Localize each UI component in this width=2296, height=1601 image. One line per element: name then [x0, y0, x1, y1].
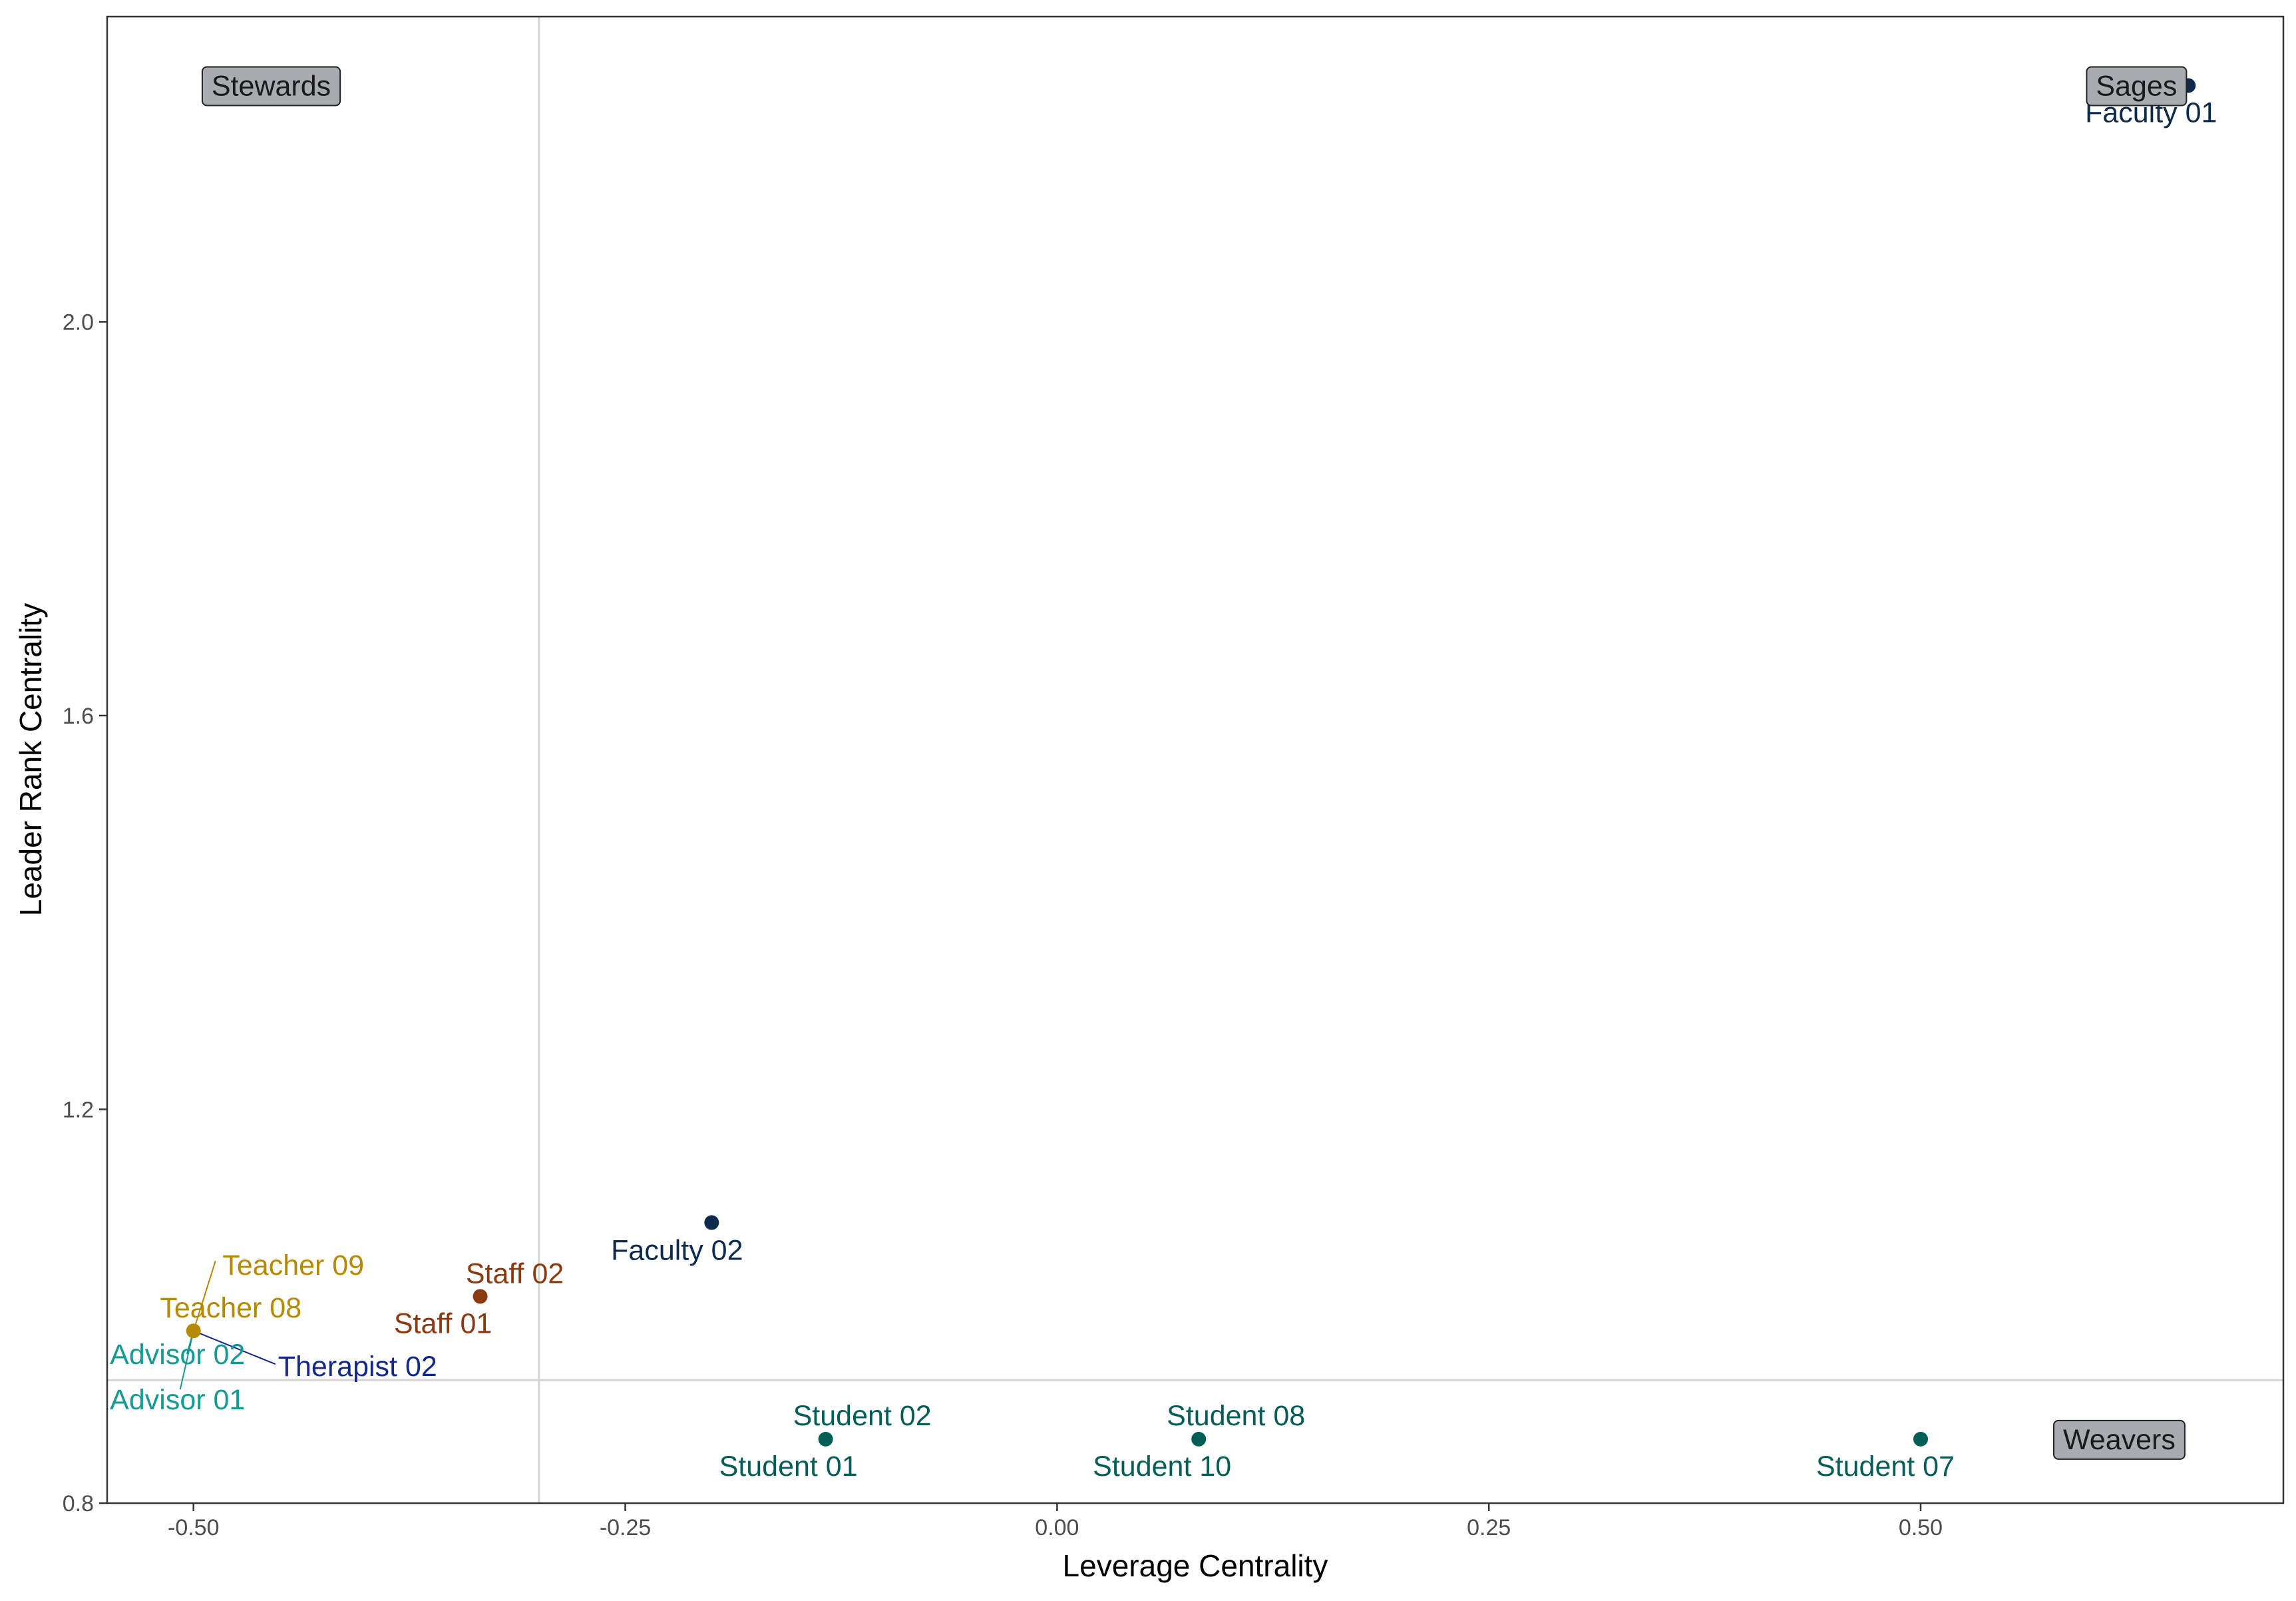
- x-axis-title: Leverage Centrality: [1063, 1548, 1328, 1583]
- data-point-student-08: [1191, 1431, 1207, 1447]
- plot-panel-border: [106, 15, 2285, 1504]
- x-tick-label: 0.50: [1899, 1515, 1943, 1540]
- axes: -0.50 -0.25 0.00 0.25 0.50 0.8 1.2 1.6 2.0: [63, 310, 1943, 1540]
- point-label-teacher-09: Teacher 09: [222, 1250, 364, 1281]
- quadrant-label-weavers: Weavers: [2053, 1419, 2186, 1460]
- quadrant-label-box: [2053, 1419, 2186, 1460]
- quadrant-label-text: Weavers: [2063, 1424, 2176, 1456]
- point-label-student-07: Student 07: [1816, 1451, 1955, 1483]
- data-point-teacher-08: [186, 1323, 201, 1339]
- x-tick-label: 0.00: [1035, 1515, 1079, 1540]
- y-tick-label: 1.2: [63, 1097, 94, 1122]
- point-label-staff-01: Staff 01: [394, 1307, 492, 1339]
- data-point-staff-01: [473, 1289, 488, 1304]
- data-point-student-01: [818, 1431, 833, 1447]
- point-label-student-02: Student 02: [793, 1400, 932, 1432]
- data-point-student-07: [1913, 1431, 1928, 1447]
- point-label-student-01: Student 01: [719, 1451, 858, 1483]
- quadrant-label-box: [201, 66, 341, 107]
- quadrant-label-stewards: Stewards: [201, 66, 341, 107]
- y-axis-title: Leader Rank Centrality: [13, 603, 48, 916]
- point-label-advisor-02: Advisor 02: [110, 1339, 245, 1371]
- point-label-faculty-02: Faculty 02: [611, 1235, 743, 1267]
- point-label-staff-02: Staff 02: [466, 1258, 564, 1289]
- point-label-therapist-02: Therapist 02: [278, 1351, 437, 1383]
- label-connector-teacher-09: [192, 1260, 216, 1331]
- y-tick-label: 0.8: [63, 1491, 94, 1516]
- y-tick-label: 1.6: [63, 704, 94, 729]
- quadrant-labels: Stewards Sages Weavers: [201, 66, 2188, 1460]
- quadrant-label-sages: Sages: [2086, 66, 2188, 107]
- quadrant-label-text: Stewards: [212, 71, 331, 103]
- x-tick-label: 0.25: [1467, 1515, 1511, 1540]
- quadrant-label-text: Sages: [2096, 71, 2177, 103]
- label-connectors: [179, 1260, 276, 1390]
- x-tick-label: -0.25: [600, 1515, 652, 1540]
- point-label-student-10: Student 10: [1093, 1451, 1231, 1483]
- y-tick-label: 2.0: [63, 310, 94, 335]
- point-label-student-08: Student 08: [1167, 1400, 1305, 1432]
- point-label-advisor-01: Advisor 01: [110, 1384, 245, 1416]
- data-point-faculty-02: [704, 1215, 719, 1230]
- label-connector-therapist-02: [193, 1330, 276, 1365]
- x-tick-label: -0.50: [168, 1515, 220, 1540]
- reference-lines: [107, 17, 2283, 1503]
- quadrant-label-box: [2086, 66, 2188, 107]
- point-label-teacher-08: Teacher 08: [160, 1292, 301, 1324]
